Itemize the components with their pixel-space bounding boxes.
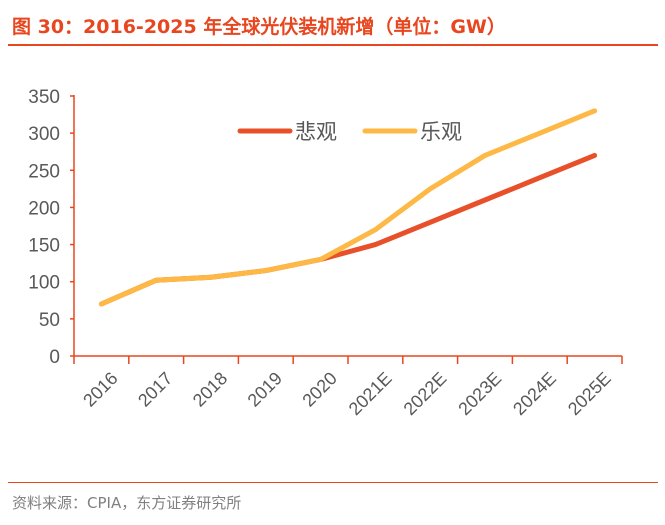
- x-tick-label: 2019: [244, 368, 286, 410]
- y-tick-label: 100: [28, 273, 60, 294]
- figure-title: 图 30：2016-2025 年全球光伏装机新增（单位：GW）: [12, 16, 506, 38]
- y-tick-label: 300: [28, 124, 60, 145]
- title-divider: [8, 44, 658, 46]
- x-tick-label: 2023E: [454, 368, 505, 419]
- y-tick-label: 250: [28, 161, 60, 182]
- y-tick-label: 0: [49, 347, 60, 368]
- x-tick-label: 2018: [189, 368, 231, 410]
- series-line-optimistic: [98, 108, 598, 307]
- source-divider: [8, 482, 658, 483]
- legend-label: 乐观: [420, 120, 462, 144]
- series-line-pessimistic: [98, 152, 598, 307]
- x-tick-label: 2020: [298, 368, 340, 410]
- y-tick-label: 150: [28, 236, 60, 257]
- x-tick-label: 2016: [79, 368, 121, 410]
- x-tick-label: 2021E: [345, 368, 396, 419]
- x-tick-label: 2022E: [400, 368, 451, 419]
- y-tick-label: 50: [39, 310, 60, 331]
- source-note: 资料来源：CPIA，东方证券研究所: [12, 494, 242, 512]
- y-tick-label: 200: [28, 198, 60, 219]
- x-tick-label: 2025E: [564, 368, 615, 419]
- legend-label: 悲观: [295, 120, 337, 144]
- x-tick-label: 2024E: [509, 368, 560, 419]
- line-chart: 0 50 100 150 200 250 300 350 2016 2017 2018 2019 202…: [28, 87, 623, 419]
- x-tick-label: 2017: [134, 368, 176, 410]
- y-tick-label: 350: [28, 87, 60, 108]
